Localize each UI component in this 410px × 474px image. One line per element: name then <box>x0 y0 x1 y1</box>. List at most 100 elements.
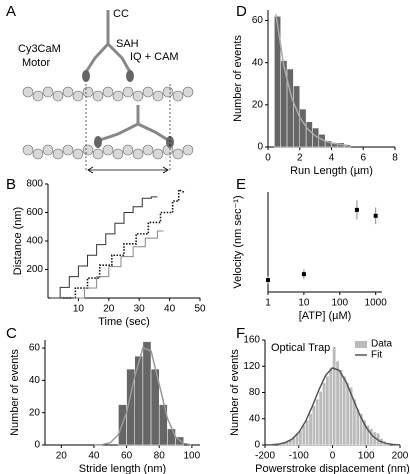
annotation: Optical Trap <box>271 342 330 354</box>
y-tick-label: 160 <box>243 335 260 346</box>
x-tick-label: -100 <box>289 451 309 462</box>
bar <box>335 360 340 446</box>
bar <box>305 121 313 148</box>
fit-line <box>93 346 192 446</box>
y-tick-label: 800 <box>26 179 43 190</box>
y-tick-label: 400 <box>26 236 43 247</box>
x-tick-label: 0 <box>330 451 336 462</box>
x-tick-label: 10 <box>298 298 310 309</box>
legend-label: Fit <box>371 350 382 361</box>
diagram-label: Cy3CaM <box>18 43 61 55</box>
y-tick-label: 0 <box>257 142 263 153</box>
motor-heads <box>82 70 174 148</box>
x-axis-title: Run Length (µm) <box>290 165 373 177</box>
bar <box>167 428 176 446</box>
bar <box>328 367 333 446</box>
line <box>72 230 164 299</box>
x-tick-label: 4 <box>329 153 335 164</box>
legend-label: Data <box>371 339 393 350</box>
bar <box>322 382 326 446</box>
x-tick-label: 100 <box>183 451 200 462</box>
point <box>301 272 306 277</box>
x-tick-label: 6 <box>360 153 366 164</box>
diagram: A CC SAH Cy3CaM Motor IQ + CA <box>6 3 194 174</box>
bar <box>305 419 310 446</box>
panel-label: A <box>6 3 16 20</box>
x-axis-title: Stride length (nm) <box>79 463 166 474</box>
x-tick-label: 20 <box>56 451 68 462</box>
panel-label: F <box>236 325 245 342</box>
y-tick-label: 40 <box>29 375 41 386</box>
x-tick-label: 40 <box>88 451 100 462</box>
x-axis-title: Time (sec) <box>98 316 150 328</box>
x-tick-label: 40 <box>164 304 176 315</box>
panel-label: D <box>236 3 247 20</box>
bar <box>312 405 316 446</box>
guide-lines <box>85 84 171 172</box>
x-tick-label: -200 <box>255 451 275 462</box>
diagram-label: IQ + CAM <box>130 51 179 63</box>
y-tick-label: 120 <box>243 361 260 372</box>
point <box>354 207 359 212</box>
point <box>266 278 270 283</box>
bar <box>158 404 168 446</box>
diagram-label: CC <box>113 8 129 20</box>
bar <box>299 108 307 148</box>
x-tick-label: 2 <box>297 153 303 164</box>
bar <box>308 413 313 446</box>
y-tick-label: 60 <box>252 15 264 26</box>
y-tick-label: 200 <box>26 264 43 275</box>
bar <box>342 375 347 446</box>
bar <box>134 355 144 446</box>
fit-line <box>264 367 401 446</box>
y-axis-title: Number of events <box>229 349 241 436</box>
x-axis-title: [ATP] (µM) <box>299 310 352 322</box>
x-tick-label: 1 <box>265 298 271 309</box>
y-axis-title: Velocity (nm sec⁻¹) <box>232 195 244 288</box>
y-tick-label: 600 <box>26 207 43 218</box>
bar <box>345 382 350 446</box>
motor <box>84 10 169 142</box>
x-tick-label: 1000 <box>365 298 388 309</box>
fit-line <box>275 14 348 147</box>
diagram-label: SAH <box>116 38 139 50</box>
x-tick-label: 20 <box>103 304 115 315</box>
x-axis-title: Powerstroke displacement (nm) <box>255 463 410 474</box>
y-axis-title: Distance (nm) <box>12 207 24 275</box>
step-arrow <box>87 166 169 174</box>
bar <box>301 425 306 446</box>
legend-swatch <box>355 341 367 348</box>
line <box>63 188 186 299</box>
panel-label: E <box>236 176 246 193</box>
y-tick-label: 40 <box>249 413 261 424</box>
y-axis-title: Number of events <box>9 349 21 436</box>
x-tick-label: 30 <box>134 304 146 315</box>
x-tick-label: 50 <box>194 304 206 315</box>
y-tick-label: 80 <box>249 387 261 398</box>
y-tick-label: 0 <box>34 440 40 451</box>
bar <box>142 341 152 446</box>
x-tick-label: 8 <box>392 153 398 164</box>
y-tick-label: 0 <box>254 440 260 451</box>
bar <box>339 369 343 446</box>
x-tick-label: 200 <box>392 451 409 462</box>
panel-label: C <box>6 325 17 342</box>
x-tick-label: 80 <box>154 451 166 462</box>
y-tick-label: 60 <box>29 343 41 354</box>
actin-filament <box>22 86 194 102</box>
diagram-label: Motor <box>22 57 50 69</box>
y-axis-title: Number of events <box>232 35 244 122</box>
bar <box>315 398 320 446</box>
line <box>51 196 158 299</box>
bar <box>325 375 330 446</box>
bar <box>332 346 337 446</box>
point <box>373 213 378 218</box>
x-tick-label: 100 <box>358 451 375 462</box>
x-tick-label: 10 <box>73 304 85 315</box>
y-tick-label: 20 <box>252 99 264 110</box>
x-tick-label: 0 <box>265 153 271 164</box>
actin-filament <box>22 144 194 160</box>
y-tick-label: 20 <box>29 407 41 418</box>
panel-label: B <box>6 176 16 193</box>
